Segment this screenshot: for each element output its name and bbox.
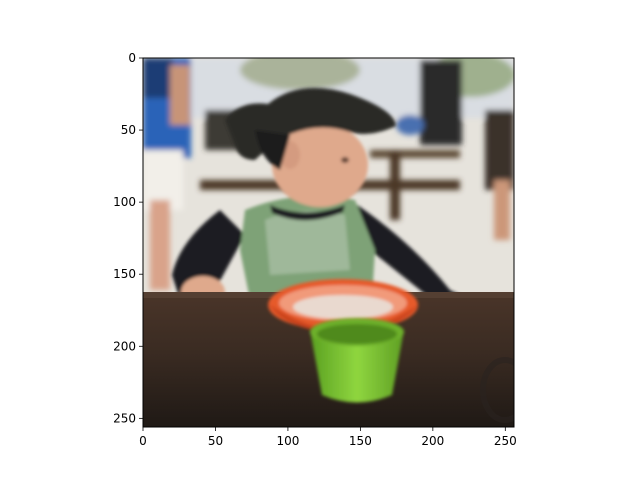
photo-image	[143, 58, 514, 427]
x-axis: 0 50 100 150 200 250	[139, 427, 517, 448]
x-tick-label: 100	[276, 434, 299, 448]
x-tick-label: 200	[421, 434, 444, 448]
y-tick-label: 50	[121, 123, 136, 137]
y-tick-label: 100	[113, 195, 136, 209]
y-axis: 0 50 100 150 200 250	[113, 51, 143, 425]
x-tick-label: 50	[208, 434, 223, 448]
y-tick-label: 200	[113, 339, 136, 353]
y-tick-label: 250	[113, 411, 136, 425]
x-tick-label: 0	[139, 434, 147, 448]
axes-frame	[142, 57, 515, 428]
x-tick-label: 250	[494, 434, 517, 448]
x-tick-label: 150	[349, 434, 372, 448]
y-tick-label: 0	[128, 51, 136, 65]
y-tick-label: 150	[113, 267, 136, 281]
